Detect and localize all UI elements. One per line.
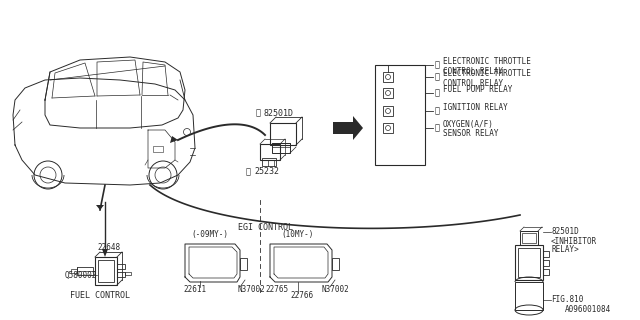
- Bar: [518, 248, 540, 277]
- Polygon shape: [96, 205, 104, 210]
- Bar: [153, 146, 163, 152]
- Text: ELECTRONIC THROTTLE: ELECTRONIC THROTTLE: [443, 69, 531, 78]
- Text: 22611: 22611: [183, 285, 206, 294]
- Bar: [117, 264, 125, 269]
- Text: RELAY>: RELAY>: [551, 245, 579, 254]
- Text: <INHIBITOR: <INHIBITOR: [551, 237, 597, 246]
- Polygon shape: [170, 136, 178, 143]
- Text: ELECTRONIC THROTTLE: ELECTRONIC THROTTLE: [443, 58, 531, 67]
- Bar: [71, 269, 77, 273]
- Bar: [543, 251, 549, 257]
- Text: EGI CONTROL: EGI CONTROL: [237, 222, 292, 231]
- Text: (10MY-): (10MY-): [282, 229, 314, 238]
- Text: IGNITION RELAY: IGNITION RELAY: [443, 103, 508, 113]
- Bar: [520, 231, 538, 245]
- Bar: [272, 143, 290, 153]
- Text: 82501D: 82501D: [551, 228, 579, 236]
- Bar: [383, 123, 393, 133]
- Bar: [515, 282, 543, 310]
- Bar: [522, 233, 536, 243]
- Text: ①: ①: [256, 108, 261, 117]
- Text: A096001084: A096001084: [565, 305, 611, 314]
- Text: ①: ①: [435, 73, 440, 82]
- Bar: [543, 269, 549, 275]
- Polygon shape: [102, 249, 108, 257]
- Text: ②: ②: [435, 107, 440, 116]
- Text: FIG.810: FIG.810: [551, 295, 584, 305]
- Bar: [270, 123, 296, 145]
- Text: N37002: N37002: [322, 285, 349, 294]
- Bar: [117, 272, 125, 277]
- Polygon shape: [333, 116, 363, 140]
- Text: 82501D: 82501D: [264, 108, 294, 117]
- Bar: [543, 260, 549, 266]
- Bar: [98, 260, 114, 282]
- Bar: [383, 72, 393, 82]
- Bar: [240, 258, 247, 270]
- Bar: [262, 158, 276, 166]
- Bar: [125, 272, 131, 275]
- Bar: [375, 65, 425, 165]
- Text: ②: ②: [435, 124, 440, 132]
- Text: ①: ①: [435, 89, 440, 98]
- Bar: [332, 258, 339, 270]
- Text: N37002: N37002: [237, 285, 265, 294]
- Bar: [77, 267, 93, 275]
- Text: ②: ②: [246, 167, 251, 177]
- Text: 22648: 22648: [97, 243, 120, 252]
- Text: ①: ①: [435, 60, 440, 69]
- Bar: [515, 245, 543, 280]
- Text: Q580002: Q580002: [65, 270, 97, 279]
- Text: OXYGEN(A/F): OXYGEN(A/F): [443, 121, 494, 130]
- Text: (-09MY-): (-09MY-): [191, 229, 228, 238]
- Text: FUEL PUMP RELAY: FUEL PUMP RELAY: [443, 85, 513, 94]
- Bar: [260, 144, 280, 160]
- Text: 22766: 22766: [290, 292, 313, 300]
- Text: FUEL CONTROL: FUEL CONTROL: [70, 291, 130, 300]
- Bar: [383, 106, 393, 116]
- Bar: [95, 257, 117, 285]
- Text: CONTROL RELAY: CONTROL RELAY: [443, 67, 503, 76]
- Text: SENSOR RELAY: SENSOR RELAY: [443, 130, 499, 139]
- Bar: [383, 88, 393, 98]
- Text: CONTROL RELAY: CONTROL RELAY: [443, 78, 503, 87]
- Text: 25232: 25232: [254, 167, 279, 177]
- Bar: [272, 143, 290, 147]
- Text: 22765: 22765: [265, 285, 288, 294]
